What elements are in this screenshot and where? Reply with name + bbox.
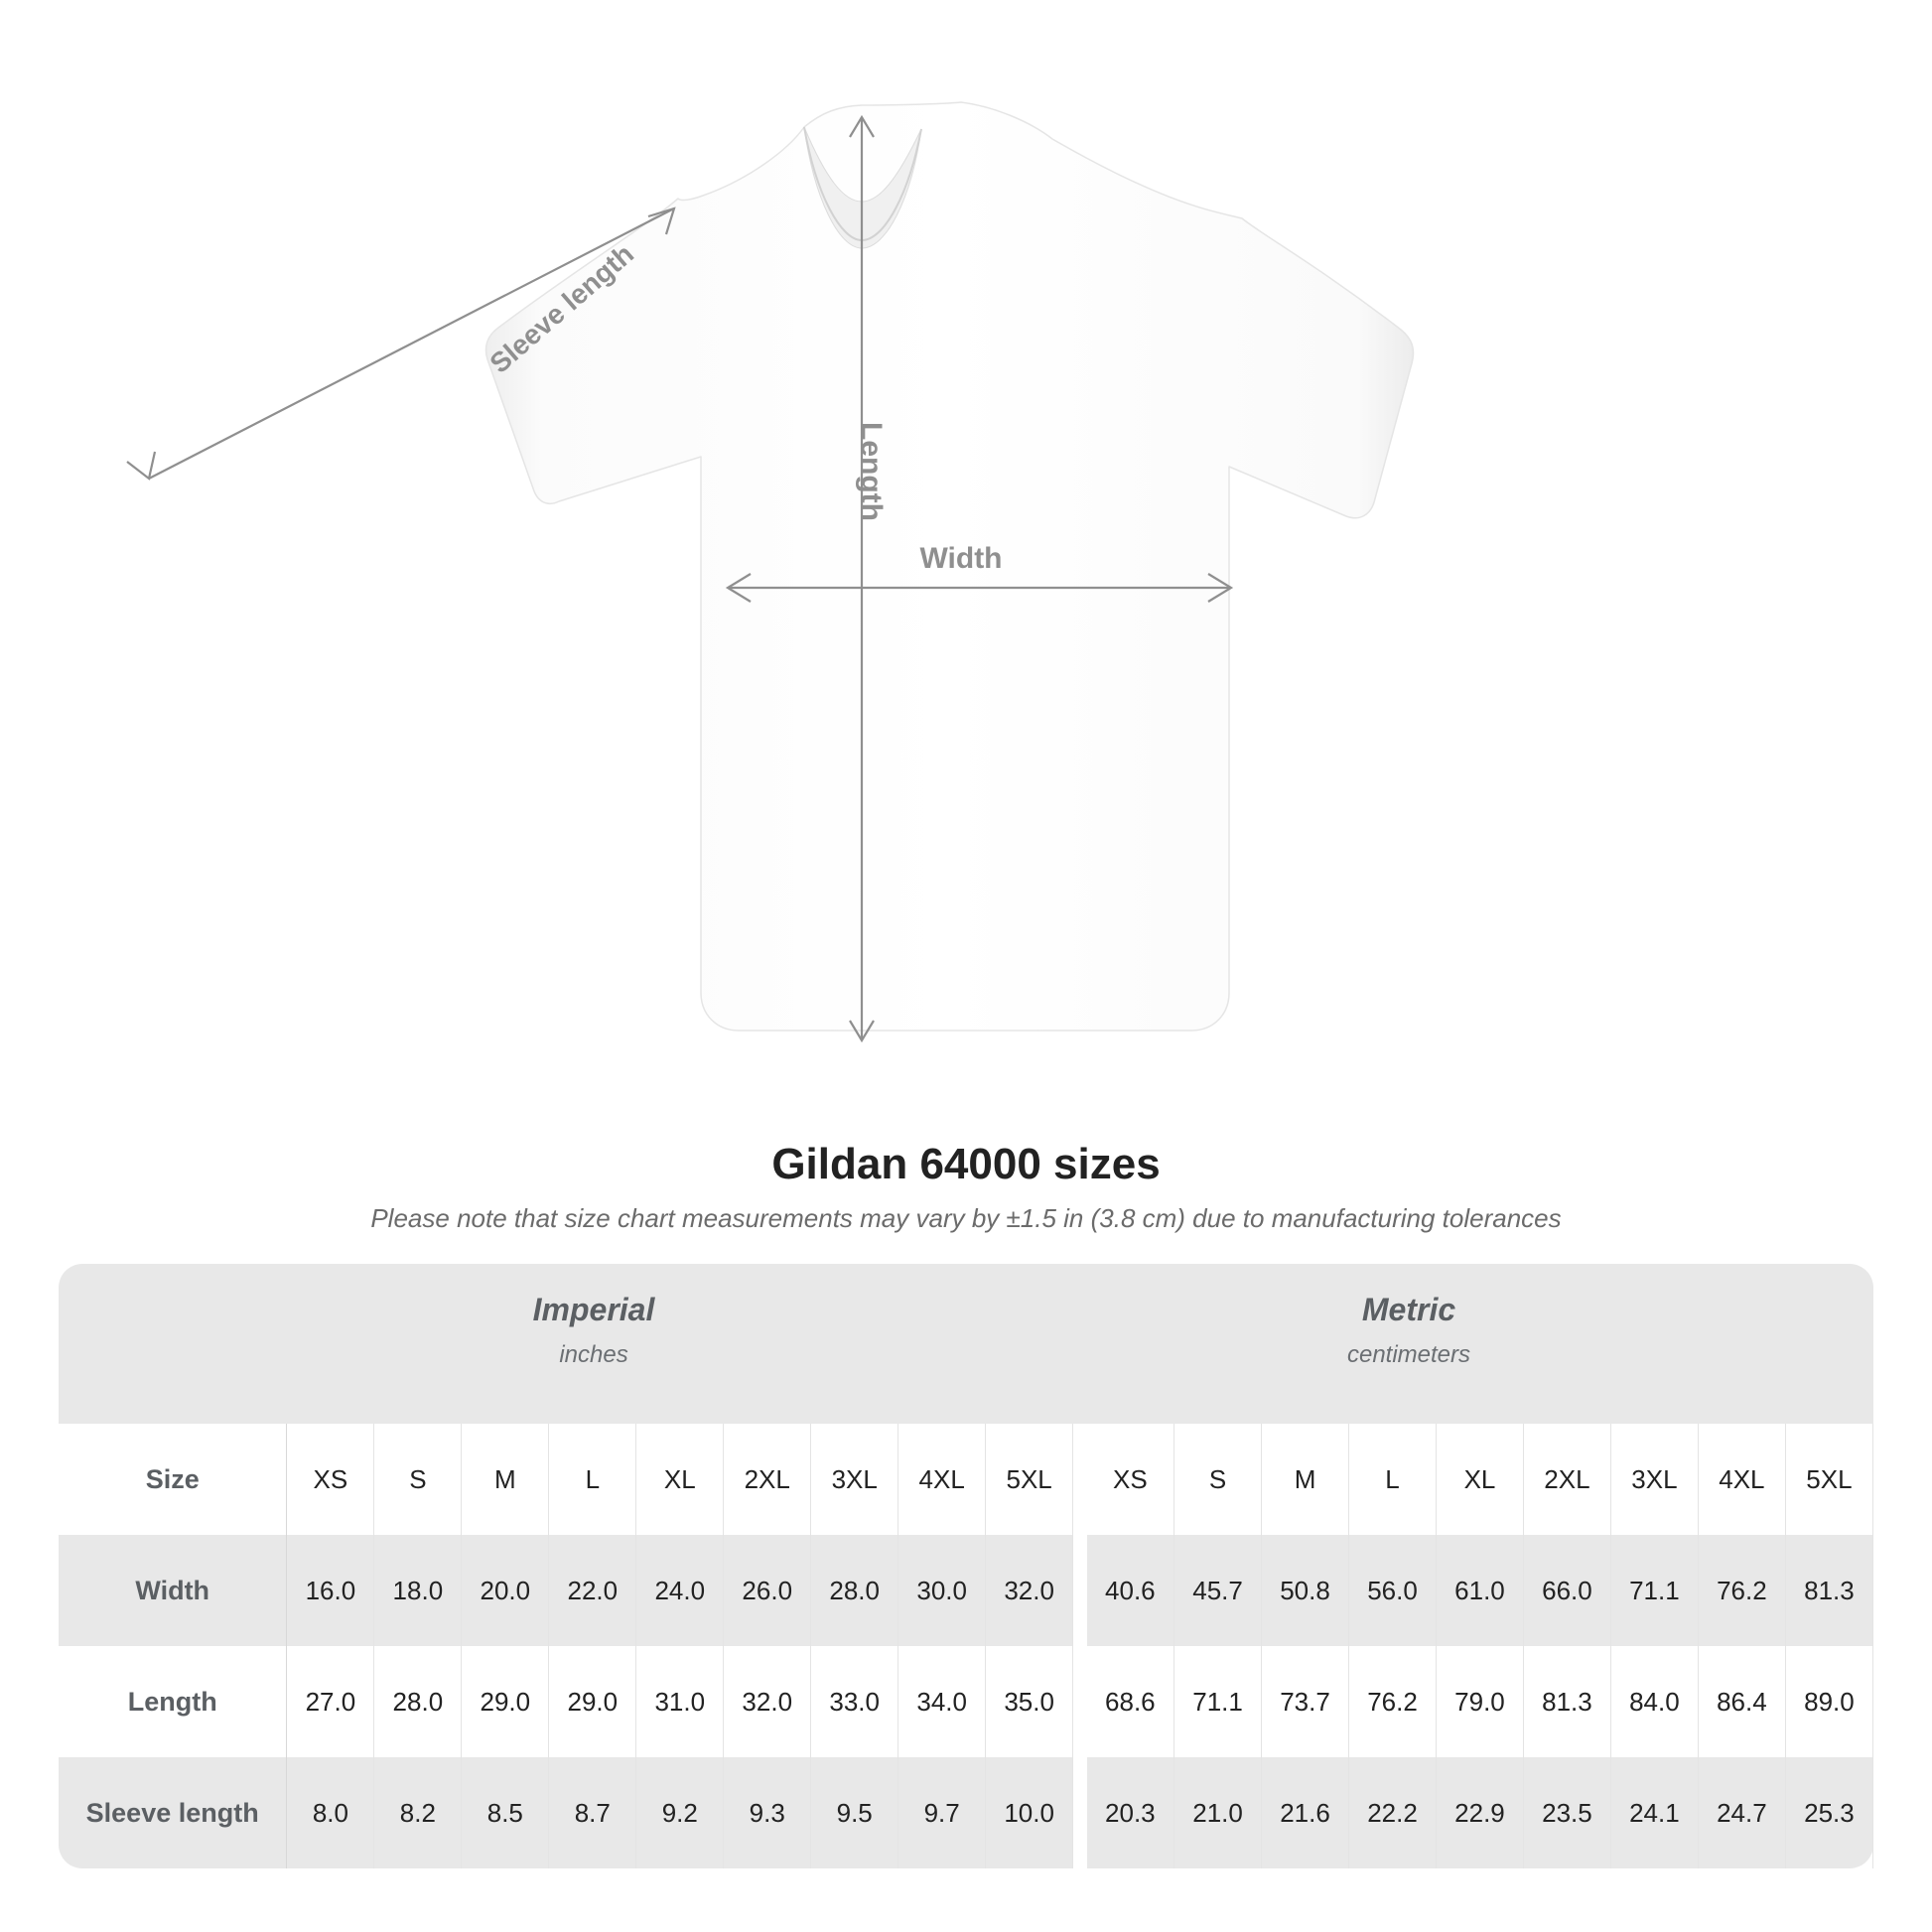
- svg-text:Width: Width: [919, 542, 1002, 575]
- svg-text:Length: Length: [855, 422, 888, 521]
